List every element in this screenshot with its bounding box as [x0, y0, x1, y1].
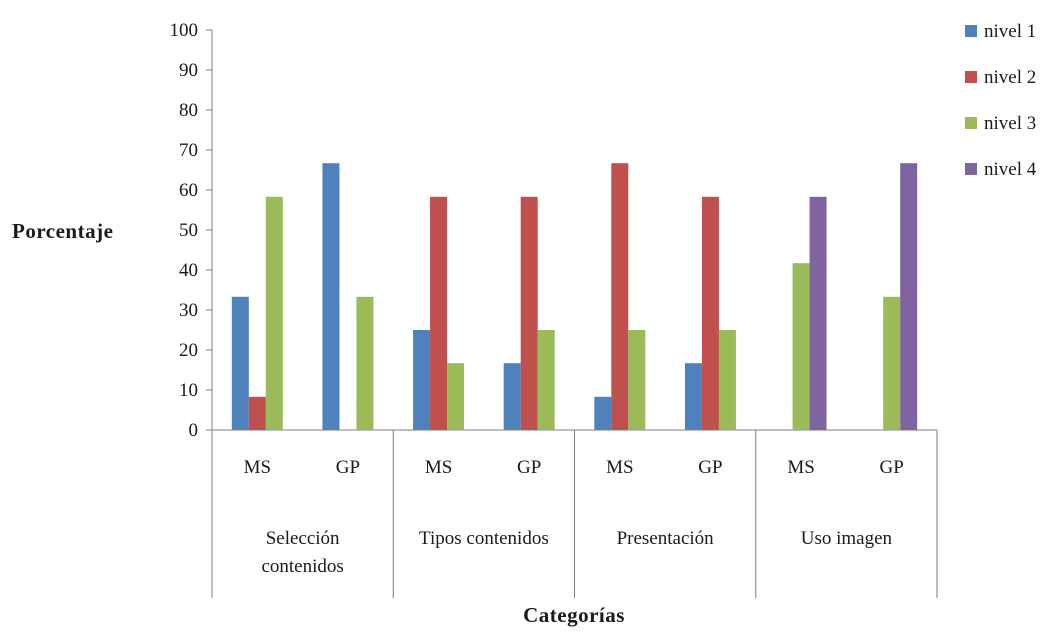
bar-nivel-3-ms	[447, 363, 465, 430]
y-axis-title: Porcentaje	[12, 219, 113, 243]
legend: nivel 1 nivel 2 nivel 3 nivel 4	[965, 21, 1037, 180]
x-axis-title: Categorías	[523, 603, 625, 627]
y-axis: 0 10 20 30 40 50 60 70 80 90 100	[170, 20, 213, 441]
bar-nivel-2-ms	[611, 163, 629, 430]
y-tick-label: 80	[179, 100, 198, 121]
x-group-label: Uso imagen	[801, 528, 893, 549]
y-tick-label: 0	[189, 420, 199, 441]
x-group-label: Selección	[266, 528, 340, 549]
y-tick-label: 70	[179, 140, 198, 161]
x-category-label: GP	[880, 457, 904, 478]
y-tick-label: 100	[170, 20, 199, 41]
y-tick-label: 10	[179, 380, 198, 401]
bar-nivel-1-ms	[413, 330, 431, 430]
x-group-label: contenidos	[261, 556, 343, 577]
legend-swatch	[965, 25, 977, 37]
bar-nivel-4-gp	[900, 163, 918, 430]
legend-swatch	[965, 71, 977, 83]
bar-nivel-1-ms	[594, 396, 612, 430]
y-tick-label: 30	[179, 300, 198, 321]
bar-nivel-1-gp	[503, 363, 521, 430]
bar-nivel-2-ms	[248, 396, 266, 430]
bar-nivel-1-gp	[684, 363, 702, 430]
x-axis: MS GP MS GP MS GP MS GP Selección contenidos Tipos…	[211, 429, 938, 598]
x-category-label: MS	[606, 457, 633, 478]
legend-label: nivel 4	[984, 159, 1037, 180]
x-category-label: MS	[787, 457, 814, 478]
x-group-label: Presentación	[617, 528, 715, 549]
bar-nivel-2-gp	[520, 196, 538, 430]
bar-nivel-1-ms	[231, 296, 249, 430]
bar-nivel-3-gp	[356, 296, 374, 430]
x-category-label: MS	[244, 457, 271, 478]
legend-label: nivel 3	[984, 113, 1036, 134]
bar-nivel-3-gp	[537, 330, 555, 430]
bars	[231, 163, 918, 430]
x-group-label: Tipos contenidos	[419, 528, 549, 549]
x-category-label: MS	[425, 457, 452, 478]
bar-nivel-3-gp	[883, 296, 901, 430]
x-category-label: GP	[698, 457, 722, 478]
y-tick-label: 20	[179, 340, 198, 361]
legend-label: nivel 1	[984, 21, 1036, 42]
bar-nivel-3-gp	[718, 330, 736, 430]
bar-nivel-2-gp	[701, 196, 719, 430]
bar-nivel-3-ms	[265, 196, 283, 430]
legend-label: nivel 2	[984, 67, 1036, 88]
bar-nivel-2-ms	[430, 196, 448, 430]
bar-nivel-4-ms	[809, 196, 827, 430]
bar-nivel-1-gp	[322, 163, 340, 430]
x-category-label: GP	[517, 457, 541, 478]
y-tick-label: 40	[179, 260, 198, 281]
bar-nivel-3-ms	[792, 263, 810, 430]
legend-swatch	[965, 117, 977, 129]
y-tick-label: 50	[179, 220, 198, 241]
y-tick-label: 90	[179, 60, 198, 81]
legend-swatch	[965, 163, 977, 175]
y-tick-label: 60	[179, 180, 198, 201]
bar-nivel-3-ms	[628, 330, 646, 430]
x-category-label: GP	[336, 457, 360, 478]
